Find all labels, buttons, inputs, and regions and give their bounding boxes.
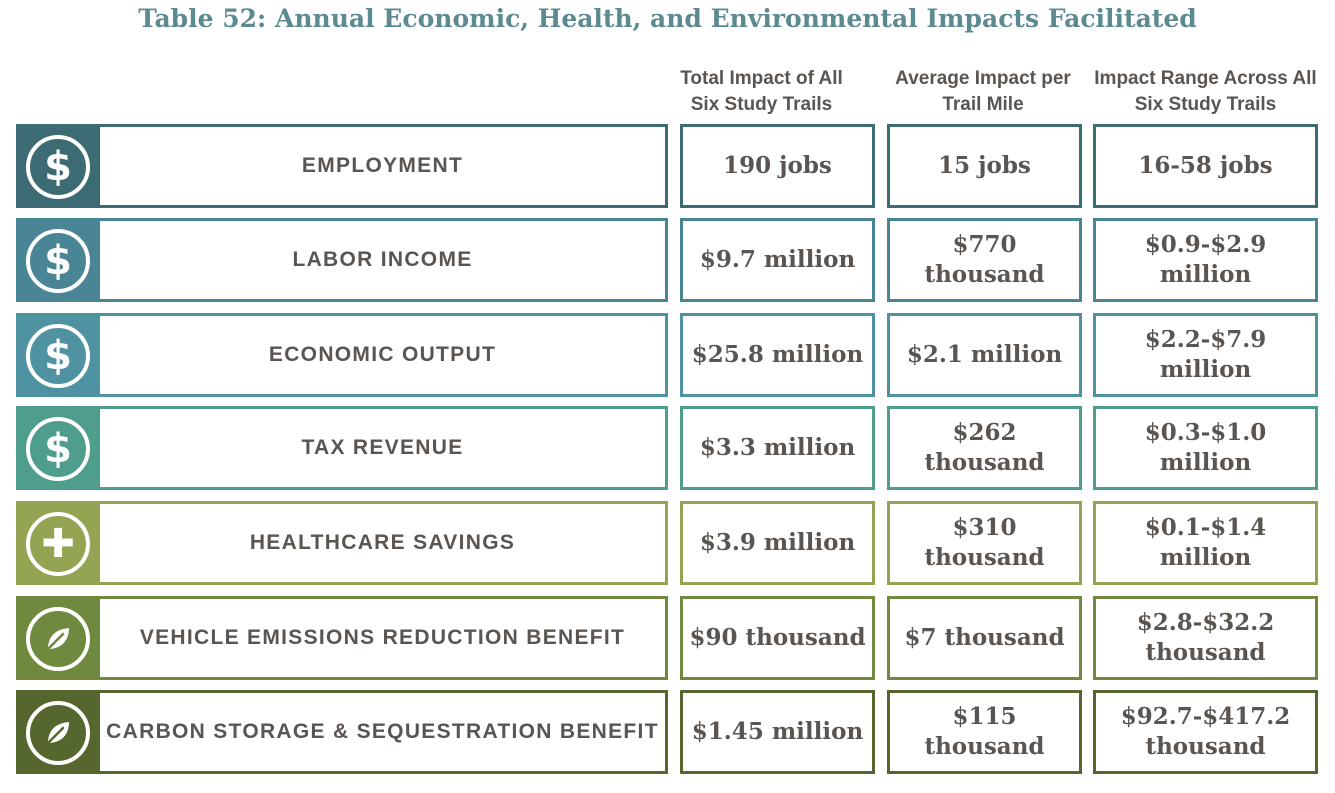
total-impact-cell: $90 thousand bbox=[680, 596, 875, 680]
total-impact-cell: 190 jobs bbox=[680, 124, 875, 208]
row-icon-box: $ bbox=[16, 218, 100, 302]
impact-range-cell: $2.8-$32.2 thousand bbox=[1093, 596, 1318, 680]
row-label: EMPLOYMENT bbox=[100, 124, 668, 208]
average-impact-cell: $770 thousand bbox=[887, 218, 1082, 302]
row-icon-box bbox=[16, 596, 100, 680]
dollar-icon: $ bbox=[26, 417, 90, 481]
table-row: CARBON STORAGE & SEQUESTRATION BENEFIT $… bbox=[16, 690, 1318, 774]
column-header-total: Total Impact of All Six Study Trails bbox=[680, 68, 843, 115]
impact-range-cell: $0.3-$1.0 million bbox=[1093, 406, 1318, 490]
table-row: $ ECONOMIC OUTPUT $25.8 million $2.1 mil… bbox=[16, 313, 1318, 397]
impact-range-cell: 16-58 jobs bbox=[1093, 124, 1318, 208]
average-impact-cell: $7 thousand bbox=[887, 596, 1082, 680]
impact-range-cell: $92.7-$417.2 thousand bbox=[1093, 690, 1318, 774]
table-row: $ EMPLOYMENT 190 jobs 15 jobs 16-58 jobs bbox=[16, 124, 1318, 208]
impact-range-cell: $0.9-$2.9 million bbox=[1093, 218, 1318, 302]
table-row: VEHICLE EMISSIONS REDUCTION BENEFIT $90 … bbox=[16, 596, 1318, 680]
row-icon-box bbox=[16, 690, 100, 774]
table-row: $ TAX REVENUE $3.3 million $262 thousand… bbox=[16, 406, 1318, 490]
column-header-average: Average Impact per Trail Mile bbox=[895, 68, 1071, 115]
average-impact-cell: $310 thousand bbox=[887, 501, 1082, 585]
average-impact-cell: $262 thousand bbox=[887, 406, 1082, 490]
total-impact-cell: $3.3 million bbox=[680, 406, 875, 490]
row-label: TAX REVENUE bbox=[100, 406, 668, 490]
plus-icon: ✚ bbox=[26, 512, 90, 576]
table-title: Table 52: Annual Economic, Health, and E… bbox=[138, 4, 1197, 33]
total-impact-cell: $3.9 million bbox=[680, 501, 875, 585]
leaf-icon bbox=[26, 701, 90, 765]
table-row: $ LABOR INCOME $9.7 million $770 thousan… bbox=[16, 218, 1318, 302]
row-icon-box: ✚ bbox=[16, 501, 100, 585]
row-label: VEHICLE EMISSIONS REDUCTION BENEFIT bbox=[100, 596, 668, 680]
table-row: ✚ HEALTHCARE SAVINGS $3.9 million $310 t… bbox=[16, 501, 1318, 585]
row-label: LABOR INCOME bbox=[100, 218, 668, 302]
row-icon-box: $ bbox=[16, 313, 100, 397]
average-impact-cell: $115 thousand bbox=[887, 690, 1082, 774]
dollar-icon: $ bbox=[26, 135, 90, 199]
total-impact-cell: $9.7 million bbox=[680, 218, 875, 302]
column-header-range: Impact Range Across All Six Study Trails bbox=[1094, 68, 1317, 115]
leaf-icon bbox=[26, 607, 90, 671]
row-label: CARBON STORAGE & SEQUESTRATION BENEFIT bbox=[100, 690, 668, 774]
dollar-icon: $ bbox=[26, 324, 90, 388]
row-label: HEALTHCARE SAVINGS bbox=[100, 501, 668, 585]
row-label: ECONOMIC OUTPUT bbox=[100, 313, 668, 397]
impact-range-cell: $2.2-$7.9 million bbox=[1093, 313, 1318, 397]
row-icon-box: $ bbox=[16, 124, 100, 208]
dollar-icon: $ bbox=[26, 229, 90, 293]
average-impact-cell: 15 jobs bbox=[887, 124, 1082, 208]
impact-range-cell: $0.1-$1.4 million bbox=[1093, 501, 1318, 585]
total-impact-cell: $1.45 million bbox=[680, 690, 875, 774]
row-icon-box: $ bbox=[16, 406, 100, 490]
average-impact-cell: $2.1 million bbox=[887, 313, 1082, 397]
total-impact-cell: $25.8 million bbox=[680, 313, 875, 397]
